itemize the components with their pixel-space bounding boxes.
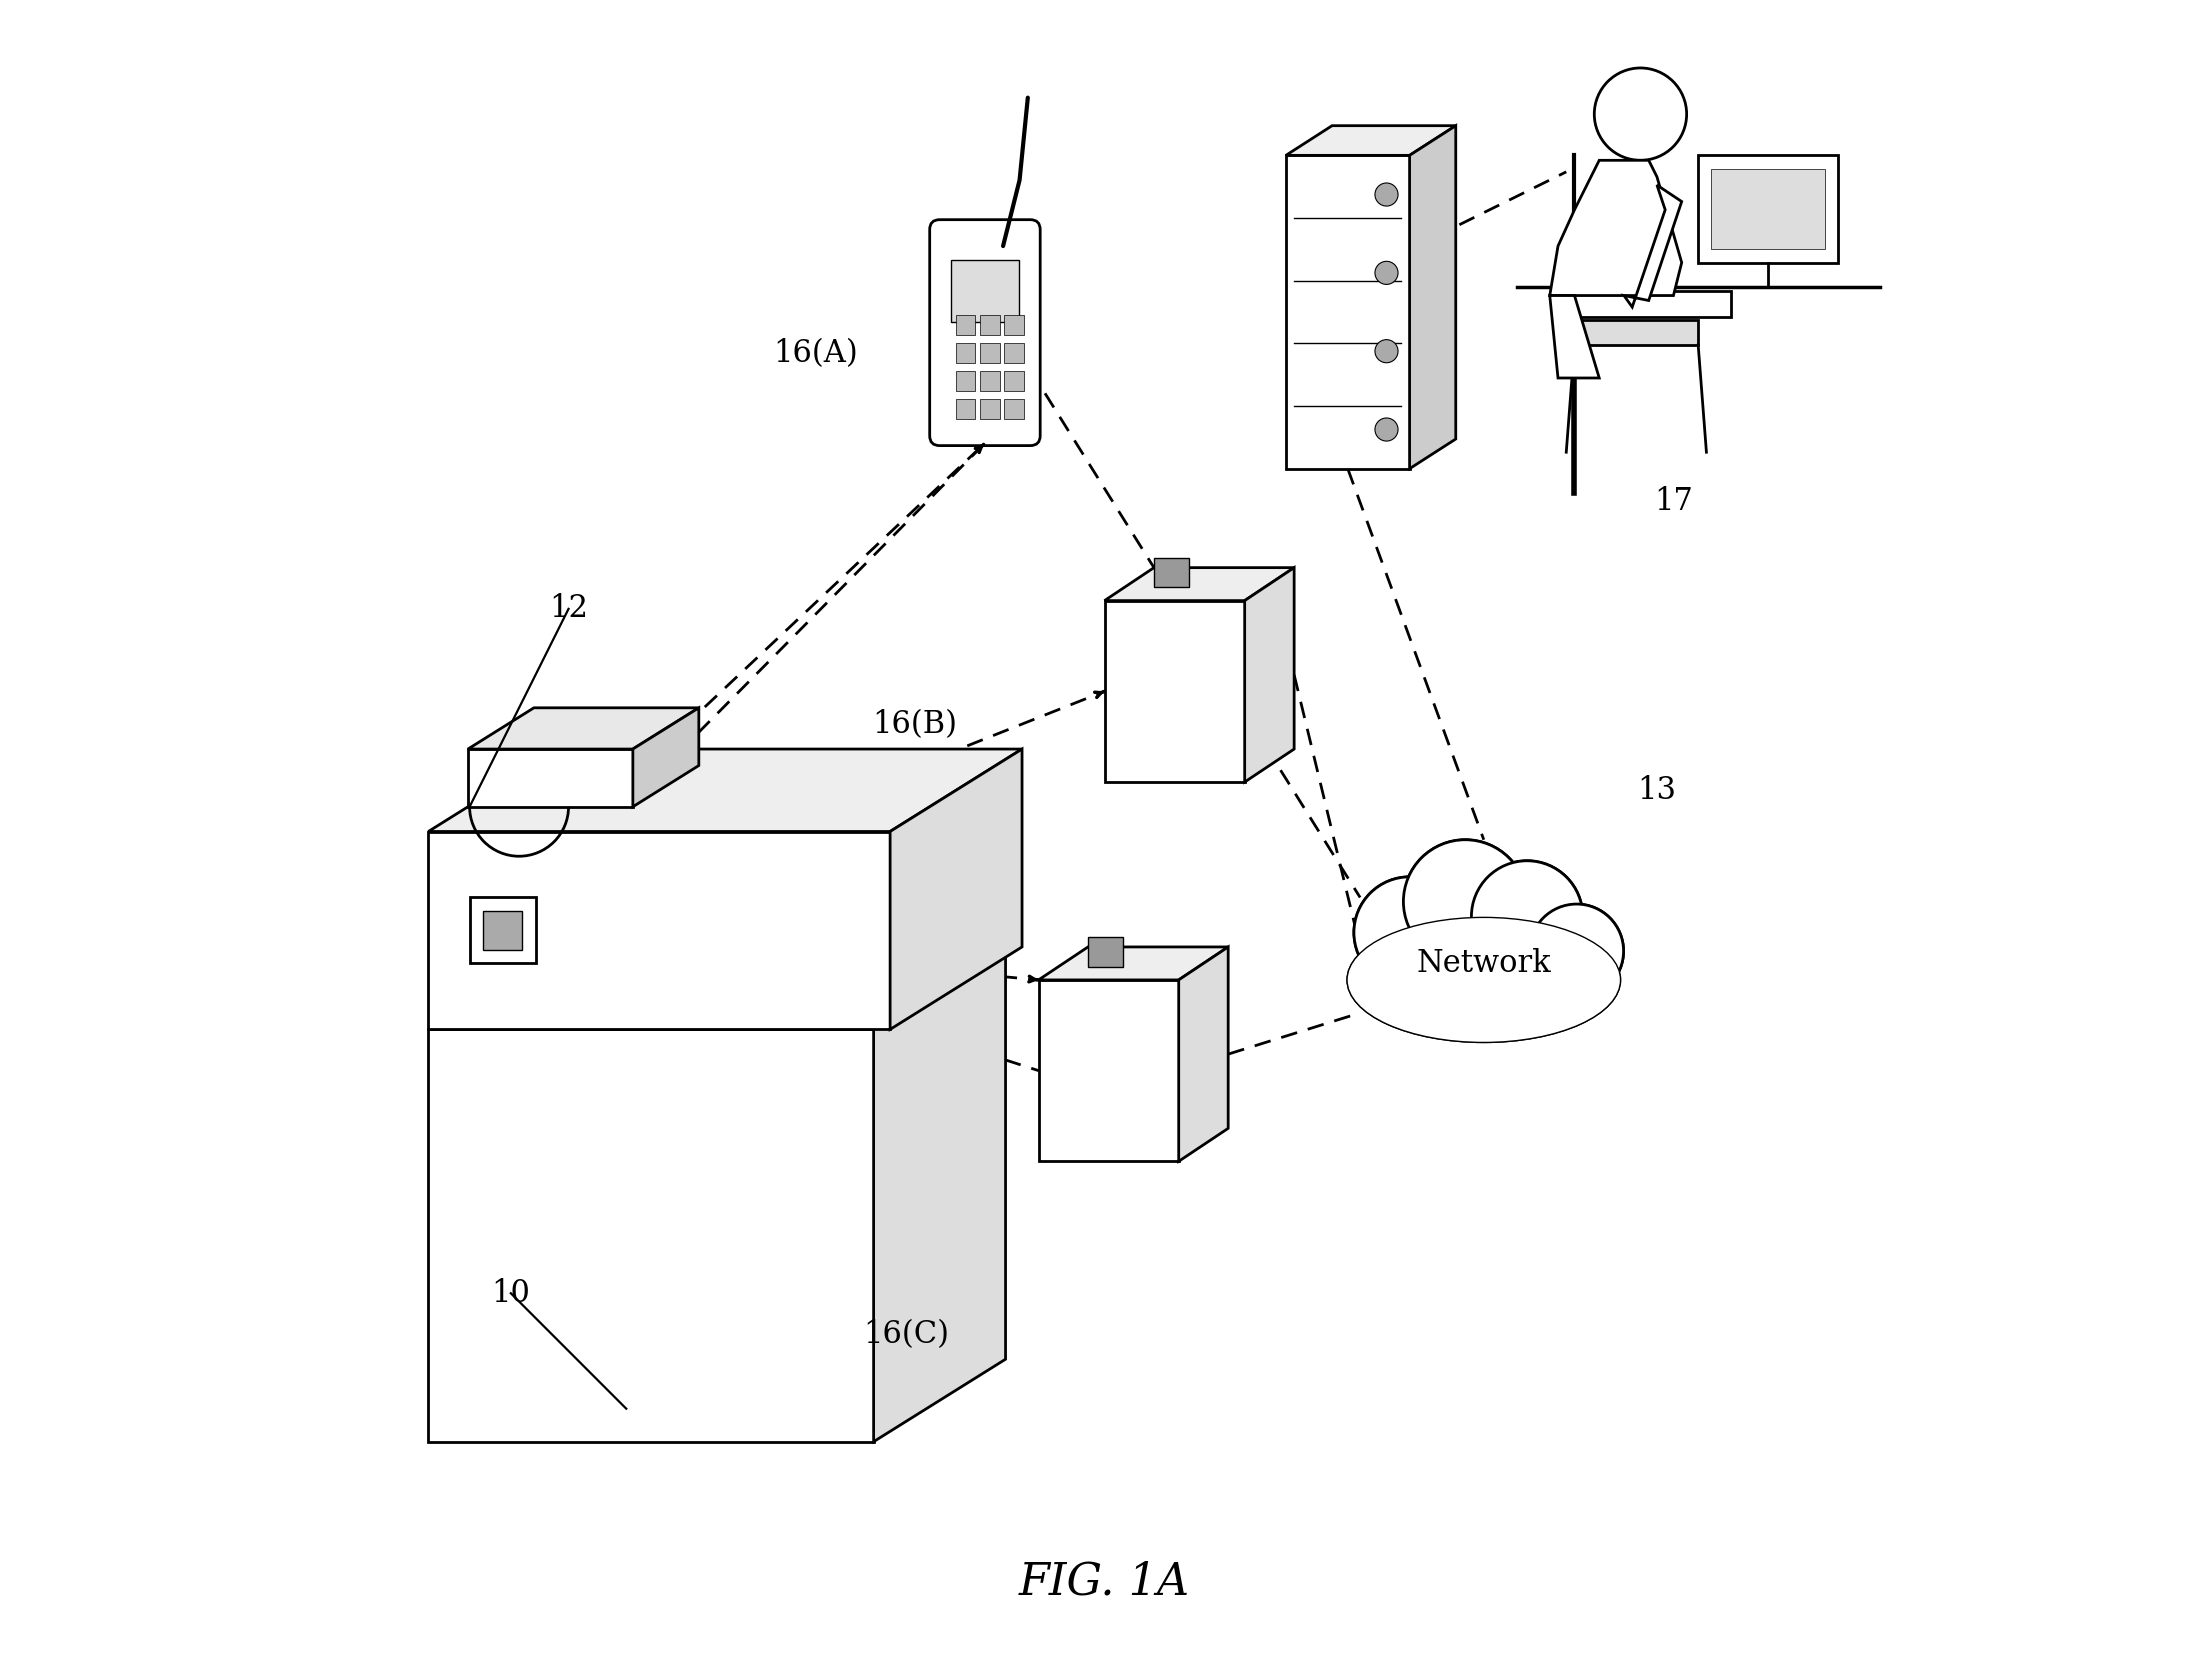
Bar xyxy=(471,898,535,963)
Bar xyxy=(956,343,976,363)
Text: 15: 15 xyxy=(1160,692,1197,723)
Text: 10: 10 xyxy=(490,1277,530,1309)
Circle shape xyxy=(1374,261,1398,284)
Circle shape xyxy=(1471,861,1582,973)
Polygon shape xyxy=(873,946,1005,1442)
Polygon shape xyxy=(1104,567,1294,600)
Bar xyxy=(1005,343,1023,363)
Polygon shape xyxy=(1409,126,1456,469)
Bar xyxy=(1005,371,1023,391)
Bar xyxy=(956,399,976,419)
Polygon shape xyxy=(1038,946,1228,980)
Text: 13: 13 xyxy=(1637,775,1677,807)
Text: 16(C): 16(C) xyxy=(864,1319,950,1350)
Bar xyxy=(1087,936,1122,966)
Text: 17: 17 xyxy=(1655,486,1692,517)
Text: 12: 12 xyxy=(550,594,588,624)
Bar xyxy=(956,316,976,336)
Text: Network: Network xyxy=(1416,948,1551,980)
Ellipse shape xyxy=(1347,918,1619,1041)
Polygon shape xyxy=(429,748,1023,832)
Bar xyxy=(484,911,521,950)
Polygon shape xyxy=(1286,155,1409,469)
Bar xyxy=(1566,291,1732,318)
Bar xyxy=(981,371,998,391)
Polygon shape xyxy=(429,946,1005,1029)
Circle shape xyxy=(1403,840,1526,963)
Bar xyxy=(1153,557,1188,587)
Polygon shape xyxy=(1104,600,1244,782)
Circle shape xyxy=(1354,876,1465,988)
Circle shape xyxy=(1374,417,1398,441)
Bar xyxy=(981,399,998,419)
Text: 16(B): 16(B) xyxy=(873,708,956,740)
Polygon shape xyxy=(1244,567,1294,782)
Circle shape xyxy=(1374,183,1398,206)
Circle shape xyxy=(1354,876,1465,988)
Polygon shape xyxy=(429,832,890,1029)
Circle shape xyxy=(1374,339,1398,363)
Bar xyxy=(1005,316,1023,336)
Text: FIG. 1A: FIG. 1A xyxy=(1018,1560,1191,1603)
Polygon shape xyxy=(1038,980,1180,1161)
Polygon shape xyxy=(468,708,698,748)
Bar xyxy=(1005,399,1023,419)
Polygon shape xyxy=(429,1029,873,1442)
Polygon shape xyxy=(1624,185,1681,308)
Text: 16(A): 16(A) xyxy=(773,338,859,369)
Circle shape xyxy=(1595,68,1688,160)
Polygon shape xyxy=(1551,296,1599,378)
Circle shape xyxy=(1471,861,1582,973)
Polygon shape xyxy=(468,748,632,807)
Bar xyxy=(952,261,1018,323)
FancyBboxPatch shape xyxy=(930,220,1040,446)
Bar xyxy=(981,316,998,336)
Polygon shape xyxy=(1286,126,1456,155)
Polygon shape xyxy=(632,708,698,807)
Ellipse shape xyxy=(1347,918,1619,1041)
Bar xyxy=(1712,168,1825,249)
Polygon shape xyxy=(890,748,1023,1029)
Polygon shape xyxy=(1551,160,1681,296)
Circle shape xyxy=(1529,905,1624,998)
Polygon shape xyxy=(1575,321,1699,344)
Circle shape xyxy=(1403,840,1526,963)
Ellipse shape xyxy=(1347,918,1619,1041)
Bar xyxy=(956,371,976,391)
Bar xyxy=(981,343,998,363)
Bar xyxy=(1699,155,1838,263)
Polygon shape xyxy=(1180,946,1228,1161)
Circle shape xyxy=(1529,905,1624,998)
